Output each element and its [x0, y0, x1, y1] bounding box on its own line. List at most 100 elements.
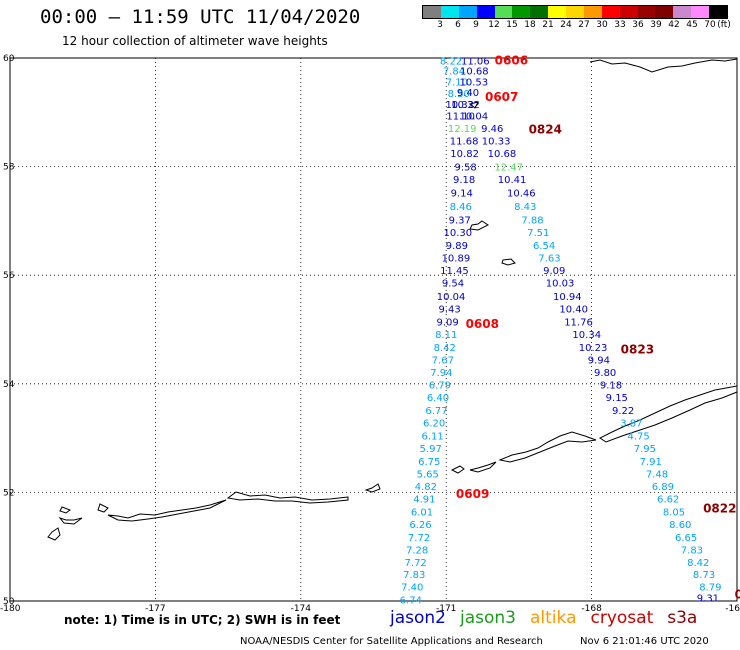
- island-kiska: [97, 503, 109, 513]
- island-semichi: [59, 506, 72, 514]
- swh-measurement: 9.46: [481, 124, 503, 135]
- swh-measurement: 8.42: [687, 558, 709, 569]
- island-small-north: [468, 101, 479, 109]
- alaska-peninsula: [599, 385, 738, 443]
- swh-measurement: 6.74: [400, 595, 422, 606]
- scale-tick-label: 30: [596, 20, 608, 30]
- lat-tick-label: 54: [3, 380, 15, 390]
- swh-measurement: 6.65: [675, 533, 697, 544]
- scale-swatch: [548, 6, 566, 18]
- swh-measurement: 10.32: [445, 100, 474, 111]
- scale-swatch: [709, 6, 727, 18]
- scale-swatch: [494, 6, 513, 18]
- scale-tick-label: 70: [704, 20, 716, 30]
- swh-measurement: 7.48: [646, 469, 668, 480]
- swh-measurement: 9.94: [588, 355, 610, 366]
- swh-measurement: 10.94: [553, 292, 582, 303]
- swh-measurement: 6.75: [418, 457, 440, 468]
- swh-measurement: 11.06: [461, 57, 490, 68]
- swh-measurement: 8.05: [663, 507, 685, 518]
- lat-tick-label: 50: [3, 597, 15, 607]
- scale-tick-label: 18: [524, 20, 536, 30]
- swh-measurement: 12.47: [494, 163, 523, 174]
- swh-measurement: 10.04: [460, 112, 489, 123]
- swh-measurement: 7.28: [406, 545, 428, 556]
- swh-measurement: 7.83: [403, 570, 425, 581]
- swh-measurement: 8.73: [693, 570, 715, 581]
- swh-measurement: 7.91: [640, 457, 662, 468]
- swh-measurement: 6.40: [427, 393, 449, 404]
- scale-swatch: [637, 6, 656, 18]
- swh-measurement: 9.40: [457, 88, 479, 99]
- swh-measurement: 12.19: [448, 124, 477, 135]
- swh-measurement: 10.33: [482, 137, 511, 148]
- swh-measurement: 6.54: [533, 241, 555, 252]
- scale-tick-label: 39: [650, 20, 662, 30]
- scale-swatch: [583, 6, 602, 18]
- pass-label: 0606: [495, 54, 528, 68]
- lon-tick-label: -174: [291, 604, 312, 614]
- swh-measurement: 9.14: [451, 189, 473, 200]
- scale-tick-label: 33: [614, 20, 626, 30]
- swh-measurement: 7.72: [405, 558, 427, 569]
- island-pribilof-1: [469, 220, 489, 231]
- lon-tick-label: -171: [436, 604, 456, 614]
- swh-measurement: 10.23: [579, 343, 608, 354]
- swh-measurement: 7.63: [538, 253, 560, 264]
- scale-swatch: [530, 6, 549, 18]
- swh-measurement: 6.62: [657, 494, 679, 505]
- swh-measurement: 3.87: [620, 418, 642, 429]
- swh-measurement: 10.68: [488, 149, 517, 160]
- swh-measurement: 10.34: [572, 330, 601, 341]
- scale-tick-label: 36: [632, 20, 644, 30]
- swh-measurement: 9.09: [437, 317, 459, 328]
- footer-source: NOAA/NESDIS Center for Satellite Applica…: [240, 636, 543, 647]
- swh-measurement: 7.95: [634, 444, 656, 455]
- swh-measurement: 11.45: [440, 266, 469, 277]
- scale-swatch: [655, 6, 674, 18]
- scale-tick-label: 6: [455, 20, 461, 30]
- lat-tick-label: 60: [3, 54, 15, 64]
- scale-swatch: [566, 6, 584, 18]
- swh-measurement: 9.89: [446, 241, 468, 252]
- pass-label: 0822: [703, 502, 736, 516]
- swh-measurement: 8.42: [434, 343, 456, 354]
- swh-measurement: 10.53: [460, 77, 489, 88]
- swh-measurement: 8.43: [514, 202, 536, 213]
- scale-tick-label: 45: [686, 20, 698, 30]
- swh-measurement: 4.82: [415, 482, 437, 493]
- lon-tick-label: -168: [581, 604, 602, 614]
- scale-tick-label: 12: [488, 20, 500, 30]
- swh-measurement: 7.72: [408, 533, 430, 544]
- pass-label: 0824: [529, 123, 562, 137]
- swh-measurement: 5.65: [417, 469, 439, 480]
- swh-measurement: 9.18: [453, 175, 475, 186]
- scale-tick-label: 24: [560, 20, 572, 30]
- swh-measurement: 6.20: [423, 418, 445, 429]
- lat-tick-label: 58: [3, 163, 15, 173]
- swh-measurement: 9.22: [612, 406, 634, 417]
- swh-measurement: 10.82: [450, 149, 479, 160]
- scale-tick-label: (ft): [717, 20, 731, 30]
- island-pribilof-2: [501, 258, 516, 266]
- mission-cryosat: cryosat: [590, 608, 654, 628]
- scale-tick-label: 27: [578, 20, 590, 30]
- island-attu: [47, 527, 61, 541]
- swh-measurement: 9.09: [543, 266, 565, 277]
- swh-measurement: 10.03: [546, 278, 575, 289]
- swh-measurement: 11.68: [450, 137, 479, 148]
- swh-measurement: 6.79: [429, 380, 451, 391]
- scale-tick-label: 9: [473, 20, 479, 30]
- map-title: 00:00 – 11:59 UTC 11/04/2020: [40, 6, 361, 28]
- swh-measurement: 11.10: [446, 112, 475, 123]
- island-four-mountains: [364, 483, 381, 493]
- swh-measurement: 9.15: [606, 393, 628, 404]
- swh-measurement: 10.30: [444, 228, 473, 239]
- island-unalaska: [498, 431, 597, 463]
- scale-tick-label: 21: [542, 20, 554, 30]
- swh-measurement: 6.89: [652, 482, 674, 493]
- swh-measurement: 9.80: [594, 368, 616, 379]
- footer-note: note: 1) Time is in UTC; 2) SWH is in fe…: [64, 613, 341, 627]
- swh-measurement: 10.89: [442, 253, 471, 264]
